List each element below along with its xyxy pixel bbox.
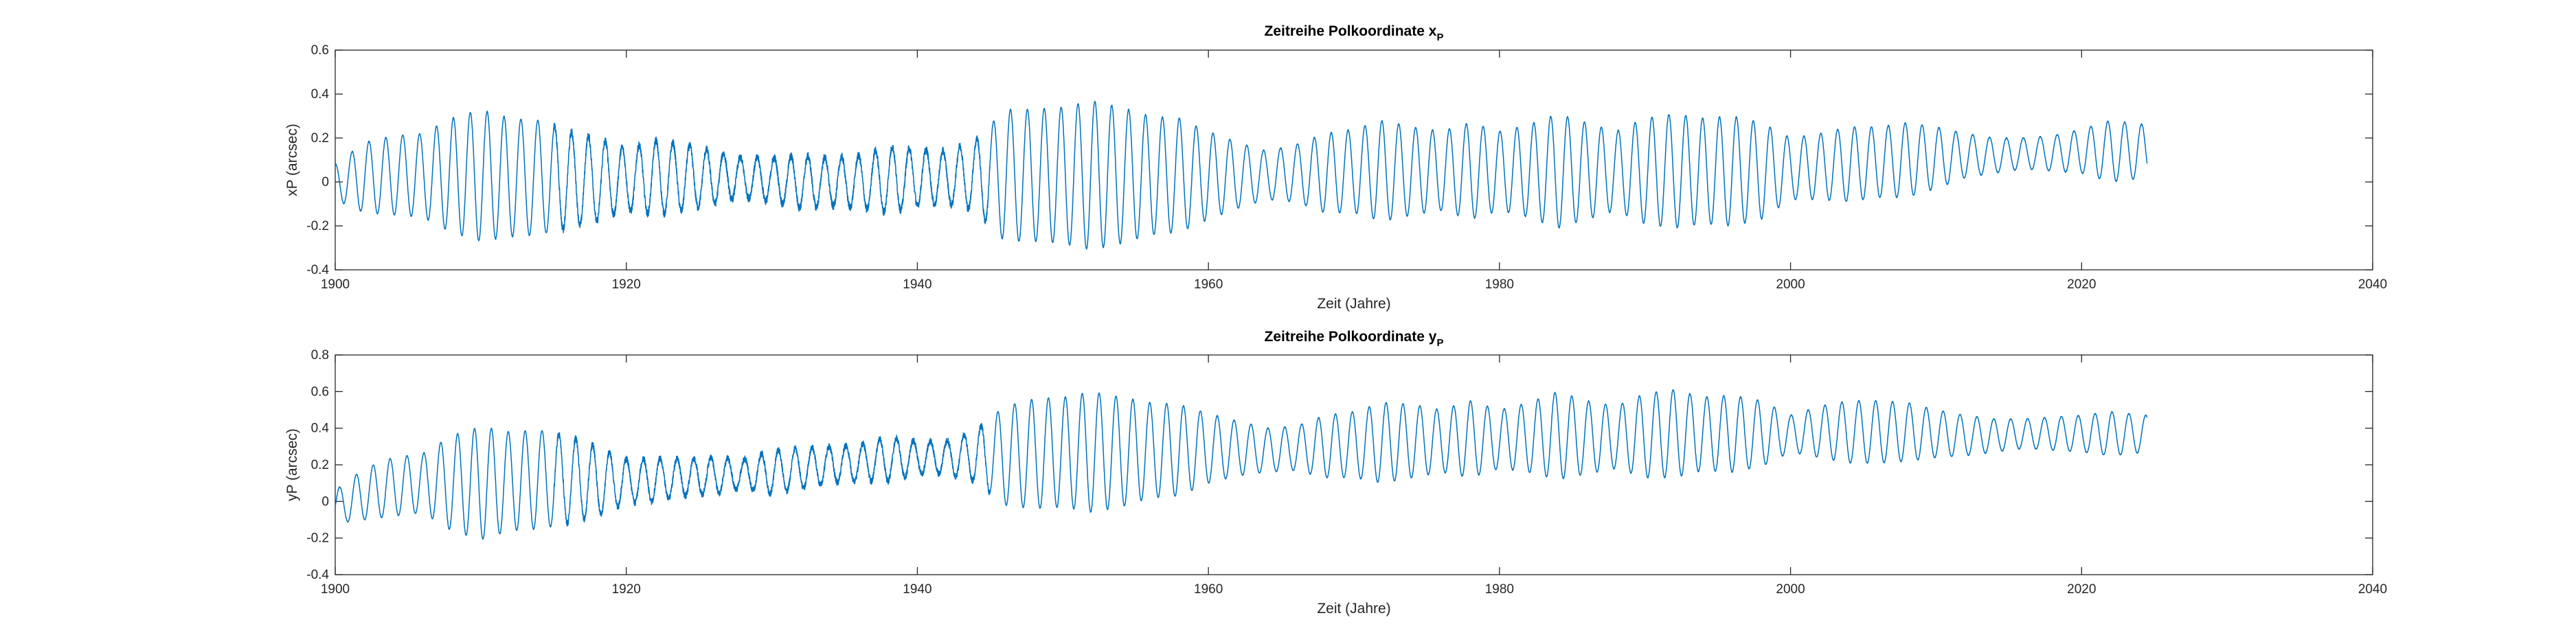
xp-chart-title: Zeitreihe Polkoordinate xP bbox=[1265, 23, 1444, 43]
yp-y-axis-label: yP (arcsec) bbox=[284, 428, 300, 501]
yp-x-tick-label: 1900 bbox=[321, 582, 350, 597]
xp-subplot: Zeitreihe Polkoordinate xP 1900 1920 1940 1… bbox=[284, 23, 2387, 312]
xp-y-tick-label: 0.4 bbox=[311, 87, 330, 102]
yp-series-line bbox=[335, 389, 2148, 540]
yp-tick-marks bbox=[335, 354, 2373, 575]
yp-x-tick-label: 1980 bbox=[1485, 582, 1514, 597]
yp-x-tick-label: 2000 bbox=[1776, 582, 1805, 597]
yp-x-tick-label: 1960 bbox=[1194, 582, 1223, 597]
xp-tick-marks bbox=[335, 49, 2373, 271]
xp-y-tick-label: 0.6 bbox=[311, 43, 329, 58]
yp-x-tick-label: 1940 bbox=[903, 582, 931, 597]
xp-plot-area bbox=[335, 49, 2373, 271]
yp-y-tick-label: -0.4 bbox=[306, 568, 329, 582]
xp-y-tick-labels: -0.4 -0.2 0 0.2 0.4 0.6 bbox=[306, 43, 329, 277]
xp-x-tick-label: 2040 bbox=[2358, 277, 2387, 292]
yp-x-tick-label: 1920 bbox=[612, 582, 641, 597]
yp-x-axis-label: Zeit (Jahre) bbox=[1317, 601, 1390, 617]
xp-y-tick-label: 0 bbox=[321, 175, 329, 189]
yp-y-tick-label: 0.6 bbox=[311, 384, 329, 399]
yp-y-tick-label: 0 bbox=[321, 494, 329, 509]
xp-x-tick-label: 2000 bbox=[1776, 277, 1805, 292]
xp-y-tick-label: 0.2 bbox=[311, 131, 329, 146]
yp-subplot: Zeitreihe Polkoordinate yP 1900 1920 1940 1… bbox=[284, 329, 2387, 617]
xp-x-tick-label: 1960 bbox=[1194, 277, 1223, 292]
xp-x-tick-label: 1900 bbox=[321, 277, 350, 292]
xp-x-axis-label: Zeit (Jahre) bbox=[1317, 296, 1390, 312]
xp-x-tick-label: 1940 bbox=[903, 277, 931, 292]
xp-x-tick-labels: 1900 1920 1940 1960 1980 2000 2020 2040 bbox=[321, 277, 2387, 292]
yp-y-tick-label: 0.2 bbox=[311, 458, 329, 472]
xp-series-line bbox=[335, 100, 2148, 250]
xp-x-tick-label: 1980 bbox=[1485, 277, 1514, 292]
xp-x-tick-label: 1920 bbox=[612, 277, 641, 292]
yp-y-tick-labels: -0.4 -0.2 0 0.2 0.4 0.6 0.8 bbox=[306, 348, 329, 582]
yp-y-tick-label: -0.2 bbox=[306, 531, 329, 546]
yp-chart-title: Zeitreihe Polkoordinate yP bbox=[1265, 329, 1444, 349]
xp-y-axis-label: xP (arcsec) bbox=[284, 124, 300, 196]
xp-y-tick-label: -0.4 bbox=[306, 263, 329, 277]
yp-y-tick-label: 0.8 bbox=[311, 348, 329, 363]
yp-x-tick-label: 2020 bbox=[2067, 582, 2096, 597]
yp-y-tick-label: 0.4 bbox=[311, 422, 330, 436]
xp-y-tick-label: -0.2 bbox=[306, 219, 329, 233]
yp-x-tick-labels: 1900 1920 1940 1960 1980 2000 2020 2040 bbox=[321, 582, 2387, 597]
yp-x-tick-label: 2040 bbox=[2358, 582, 2387, 597]
xp-x-tick-label: 2020 bbox=[2067, 277, 2096, 292]
